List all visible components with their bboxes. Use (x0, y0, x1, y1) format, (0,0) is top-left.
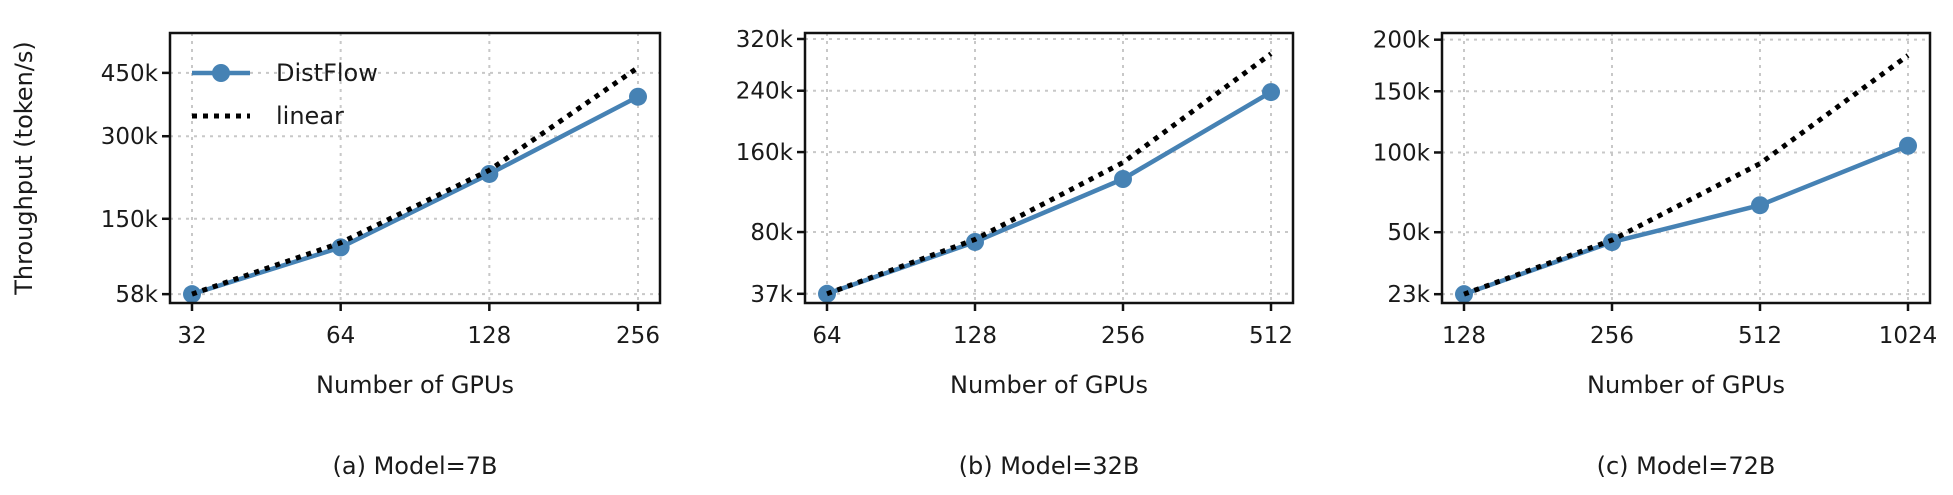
y-tick-label: 450k (101, 61, 159, 87)
x-tick-label: 256 (616, 323, 660, 349)
panel-caption: (a) Model=7B (333, 452, 498, 480)
y-tick-label: 37k (750, 282, 793, 308)
plot-frame (803, 31, 1295, 305)
y-tick-label: 150k (101, 207, 159, 233)
series-line-distflow (191, 94, 640, 297)
x-tick-label: 128 (1442, 323, 1486, 349)
panel-caption: (c) Model=72B (1597, 452, 1776, 480)
panel-caption: (b) Model=32B (959, 452, 1140, 480)
x-tick-label: 128 (953, 323, 997, 349)
x-tick-label: 512 (1738, 323, 1782, 349)
x-axis-label: Number of GPUs (1587, 371, 1785, 399)
x-tick-label: 256 (1590, 323, 1634, 349)
x-tick-label: 128 (467, 323, 511, 349)
x-tick-label: 32 (177, 323, 206, 349)
series-line-linear (826, 51, 1273, 297)
y-tick-label: 58k (115, 282, 158, 308)
legend-label: DistFlow (276, 59, 378, 87)
y-tick-label: 160k (736, 140, 794, 166)
x-tick-label: 64 (326, 323, 355, 349)
data-point-distflow (629, 87, 647, 106)
y-tick-label: 300k (101, 124, 159, 150)
y-tick-label: 200k (1373, 28, 1431, 54)
y-tick-label: 240k (736, 79, 794, 105)
series-line-linear (191, 65, 640, 297)
y-tick-label: 23k (1387, 282, 1430, 308)
plot-frame (1440, 31, 1932, 305)
x-tick-label: 256 (1101, 323, 1145, 349)
data-point-distflow (1899, 136, 1917, 155)
x-tick-label: 64 (812, 323, 841, 349)
y-tick-label: 320k (736, 27, 794, 53)
y-axis-label: Throughput (token/s) (10, 41, 38, 295)
data-point-distflow (1114, 169, 1132, 188)
x-tick-label: 1024 (1879, 323, 1938, 349)
data-point-distflow (331, 238, 350, 257)
series-line-distflow (826, 90, 1273, 296)
x-axis-label: Number of GPUs (950, 371, 1148, 399)
x-tick-label: 512 (1249, 323, 1293, 349)
data-point-distflow (480, 164, 499, 183)
y-tick-label: 150k (1373, 79, 1431, 105)
series-line-linear (1463, 53, 1910, 297)
legend-label: linear (276, 102, 344, 130)
plot-frame (168, 31, 662, 305)
data-point-distflow (1751, 196, 1769, 215)
legend-marker-distflow (212, 64, 230, 82)
y-tick-label: 50k (1387, 220, 1430, 246)
y-tick-label: 80k (750, 220, 793, 246)
x-axis-label: Number of GPUs (316, 371, 514, 399)
data-point-distflow (1262, 83, 1280, 102)
y-tick-label: 100k (1373, 140, 1431, 166)
